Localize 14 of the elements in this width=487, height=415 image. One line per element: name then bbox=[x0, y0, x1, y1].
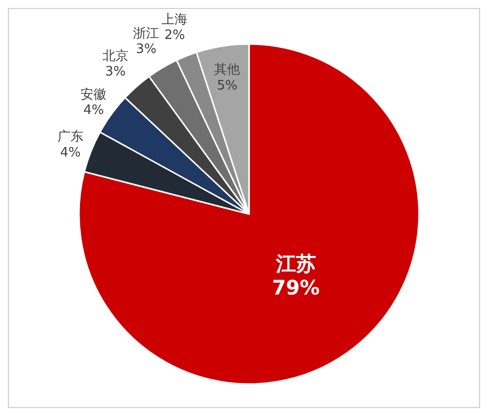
slice-label: 上海 bbox=[162, 12, 188, 28]
data-label: 79% bbox=[272, 275, 320, 300]
data-label: 4% bbox=[60, 145, 81, 160]
slice-label: 其他 bbox=[214, 62, 240, 78]
slice-label: 浙江 bbox=[133, 26, 160, 42]
data-label: 2% bbox=[164, 28, 185, 44]
slice-label: 江苏 bbox=[274, 251, 316, 276]
data-label: 3% bbox=[136, 42, 156, 58]
slice-label: 广东 bbox=[57, 130, 84, 145]
data-label: 5% bbox=[216, 78, 238, 94]
data-label: 4% bbox=[83, 103, 104, 118]
data-label: 3% bbox=[105, 64, 126, 80]
slice-label: 北京 bbox=[102, 48, 128, 64]
slice-label: 安徽 bbox=[80, 86, 107, 103]
